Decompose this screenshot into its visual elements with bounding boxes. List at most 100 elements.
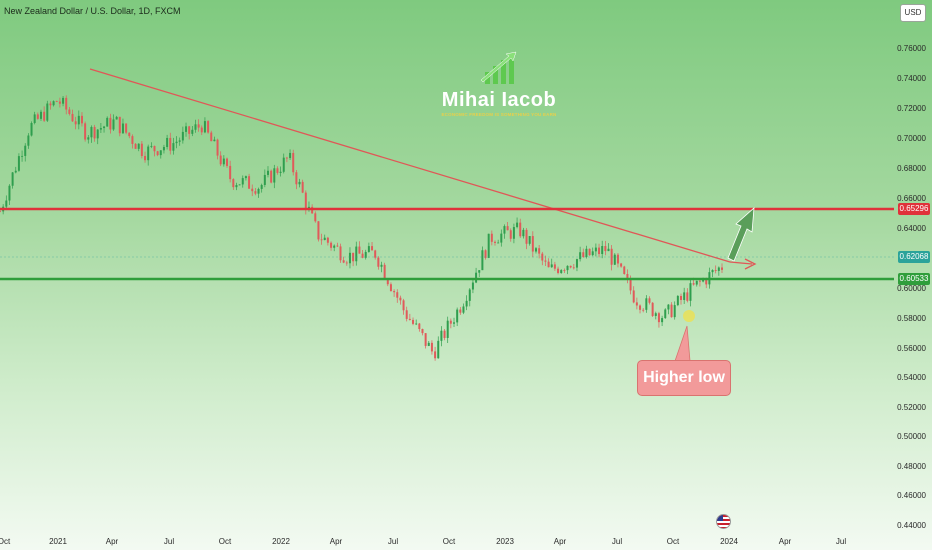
candle-body[interactable] <box>317 221 320 240</box>
candle-body[interactable] <box>610 248 613 265</box>
candle-body[interactable] <box>651 302 654 316</box>
candle-body[interactable] <box>169 137 172 151</box>
candle-body[interactable] <box>377 257 380 267</box>
candle-body[interactable] <box>200 127 203 133</box>
candle-body[interactable] <box>254 191 257 194</box>
candle-body[interactable] <box>298 181 301 185</box>
candle-body[interactable] <box>629 278 632 291</box>
candle-body[interactable] <box>0 211 1 213</box>
candle-body[interactable] <box>314 213 317 222</box>
candle-body[interactable] <box>219 155 222 165</box>
candle-body[interactable] <box>80 115 83 124</box>
candle-body[interactable] <box>229 165 232 180</box>
candle-body[interactable] <box>642 309 645 311</box>
candle-body[interactable] <box>487 233 490 258</box>
support-price-tag[interactable]: 0.60533 <box>898 273 930 285</box>
candle-body[interactable] <box>194 124 197 130</box>
candle-body[interactable] <box>17 156 20 171</box>
candle-body[interactable] <box>534 248 537 252</box>
candle-body[interactable] <box>721 267 723 270</box>
candle-body[interactable] <box>456 309 459 323</box>
candle-body[interactable] <box>153 145 156 152</box>
candle-body[interactable] <box>475 272 478 283</box>
candle-body[interactable] <box>304 192 307 210</box>
candle-body[interactable] <box>645 298 648 310</box>
candle-body[interactable] <box>648 298 651 303</box>
candle-body[interactable] <box>449 320 452 324</box>
candle-body[interactable] <box>493 241 496 243</box>
candle-body[interactable] <box>683 292 686 300</box>
candle-body[interactable] <box>427 342 430 346</box>
candle-body[interactable] <box>717 267 720 271</box>
candle-body[interactable] <box>150 145 153 147</box>
candle-body[interactable] <box>408 318 411 320</box>
candle-body[interactable] <box>251 188 254 192</box>
candle-body[interactable] <box>393 291 396 293</box>
candle-body[interactable] <box>166 137 169 148</box>
candle-body[interactable] <box>5 200 8 207</box>
candle-body[interactable] <box>270 170 273 183</box>
candle-body[interactable] <box>84 123 87 140</box>
candle-body[interactable] <box>582 252 585 258</box>
candle-body[interactable] <box>99 128 102 130</box>
candle-body[interactable] <box>572 267 575 269</box>
candle-body[interactable] <box>260 184 263 189</box>
candle-body[interactable] <box>137 143 140 149</box>
candle-body[interactable] <box>263 174 266 185</box>
candle-body[interactable] <box>613 254 616 265</box>
candle-body[interactable] <box>96 129 99 139</box>
candle-body[interactable] <box>134 143 137 149</box>
candle-body[interactable] <box>276 168 279 173</box>
candle-body[interactable] <box>434 351 437 359</box>
candle-body[interactable] <box>301 181 304 193</box>
candle-body[interactable] <box>364 251 367 258</box>
candle-body[interactable] <box>109 117 112 130</box>
candle-body[interactable] <box>478 270 481 273</box>
candle-body[interactable] <box>541 253 544 261</box>
candle-body[interactable] <box>509 230 512 239</box>
candle-body[interactable] <box>58 101 61 104</box>
current-price-tag[interactable]: 0.62068 <box>898 251 930 263</box>
candle-body[interactable] <box>695 280 698 285</box>
candle-body[interactable] <box>90 126 93 138</box>
candle-body[interactable] <box>55 101 58 103</box>
candle-body[interactable] <box>222 158 225 165</box>
candle-body[interactable] <box>563 270 566 271</box>
candle-body[interactable] <box>358 246 361 254</box>
candle-body[interactable] <box>632 290 635 303</box>
candle-body[interactable] <box>326 237 329 243</box>
candle-body[interactable] <box>557 268 560 273</box>
candle-body[interactable] <box>588 248 591 256</box>
candle-body[interactable] <box>503 226 506 234</box>
higher-low-annotation[interactable]: Higher low <box>637 360 731 396</box>
candle-body[interactable] <box>626 274 629 279</box>
candle-body[interactable] <box>21 155 24 157</box>
candle-body[interactable] <box>289 152 292 159</box>
candle-body[interactable] <box>399 297 402 301</box>
candle-body[interactable] <box>698 280 701 282</box>
candle-body[interactable] <box>607 248 610 252</box>
candle-body[interactable] <box>207 121 210 133</box>
us-flag-icon[interactable] <box>716 514 731 529</box>
candle-body[interactable] <box>226 158 229 166</box>
candle-body[interactable] <box>550 264 553 268</box>
candle-body[interactable] <box>118 116 121 134</box>
candle-body[interactable] <box>623 266 626 275</box>
candle-body[interactable] <box>604 246 607 252</box>
currency-button[interactable]: USD <box>900 4 926 22</box>
candle-body[interactable] <box>257 188 260 194</box>
candle-body[interactable] <box>443 330 446 338</box>
candle-body[interactable] <box>348 252 351 264</box>
candle-body[interactable] <box>46 103 49 121</box>
candle-body[interactable] <box>345 262 348 264</box>
candle-body[interactable] <box>386 278 389 285</box>
candle-body[interactable] <box>421 329 424 334</box>
candle-body[interactable] <box>24 145 27 156</box>
candle-body[interactable] <box>238 184 241 186</box>
candle-body[interactable] <box>544 260 547 262</box>
candle-body[interactable] <box>689 283 692 301</box>
candle-body[interactable] <box>692 283 695 285</box>
candle-body[interactable] <box>33 114 36 124</box>
candle-body[interactable] <box>635 302 638 306</box>
